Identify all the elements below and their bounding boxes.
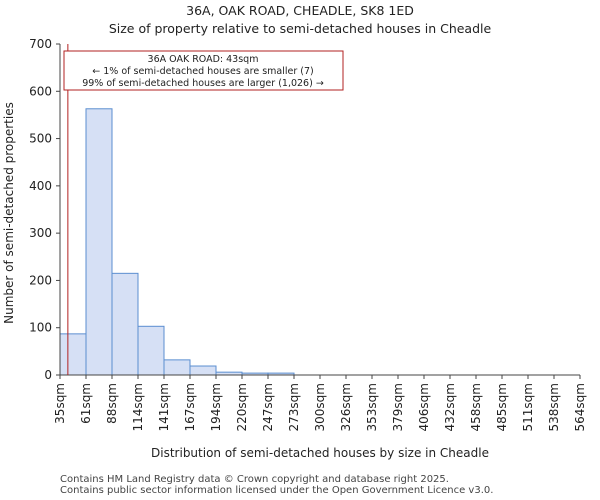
histogram-bar xyxy=(85,108,113,376)
x-tick-label: 167sqm xyxy=(183,383,197,431)
footer-line-1: Contains HM Land Registry data © Crown c… xyxy=(60,474,449,485)
annotation-line-1: 36A OAK ROAD: 43sqm xyxy=(148,54,259,65)
y-tick-label: 300 xyxy=(29,226,52,240)
x-axis-label: Distribution of semi-detached houses by … xyxy=(151,446,489,460)
x-tick-label: 35sqm xyxy=(53,383,67,424)
x-tick-label: 114sqm xyxy=(131,383,145,431)
histogram-bar xyxy=(111,272,139,376)
y-tick-label: 0 xyxy=(44,368,52,382)
x-tick-label: 353sqm xyxy=(365,383,379,431)
y-axis-label: Number of semi-detached properties xyxy=(2,102,16,324)
y-tick-label: 100 xyxy=(29,321,52,335)
x-tick-label: 141sqm xyxy=(157,383,171,431)
y-tick-label: 500 xyxy=(29,132,52,146)
x-tick-label: 61sqm xyxy=(79,383,93,424)
x-tick-label: 220sqm xyxy=(235,383,249,431)
annotation-line-3: 99% of semi-detached houses are larger (… xyxy=(82,78,324,89)
x-tick-label: 406sqm xyxy=(417,383,431,431)
x-tick-label: 194sqm xyxy=(209,383,223,431)
annotation-line-2: ← 1% of semi-detached houses are smaller… xyxy=(92,66,313,77)
histogram-bar xyxy=(163,359,191,376)
annotation-frame xyxy=(63,50,344,91)
x-tick-label: 485sqm xyxy=(495,383,509,431)
histogram-bar xyxy=(59,333,87,376)
x-tick-label: 511sqm xyxy=(521,383,535,431)
x-tick-label: 538sqm xyxy=(547,383,561,431)
x-tick-label: 247sqm xyxy=(261,383,275,431)
x-tick-label: 273sqm xyxy=(287,383,301,431)
annotation-box: 36A OAK ROAD: 43sqm ← 1% of semi-detache… xyxy=(63,50,344,91)
x-tick-label: 326sqm xyxy=(339,383,353,431)
x-tick-label: 379sqm xyxy=(391,383,405,431)
histogram-bar xyxy=(137,325,165,376)
x-tick-label: 458sqm xyxy=(469,383,483,431)
x-tick-label: 432sqm xyxy=(443,383,457,431)
histogram-bar xyxy=(189,365,217,376)
y-tick-label: 700 xyxy=(29,37,52,51)
chart-subtitle: Size of property relative to semi-detach… xyxy=(108,21,492,36)
footer-line-2: Contains public sector information licen… xyxy=(60,485,494,496)
chart-title: 36A, OAK ROAD, CHEADLE, SK8 1ED xyxy=(186,3,414,18)
y-tick-label: 400 xyxy=(29,179,52,193)
x-tick-label: 300sqm xyxy=(313,383,327,431)
x-tick-label: 88sqm xyxy=(105,383,119,424)
x-tick-label: 564sqm xyxy=(573,383,587,431)
y-tick-label: 200 xyxy=(29,273,52,287)
y-tick-label: 600 xyxy=(29,84,52,98)
